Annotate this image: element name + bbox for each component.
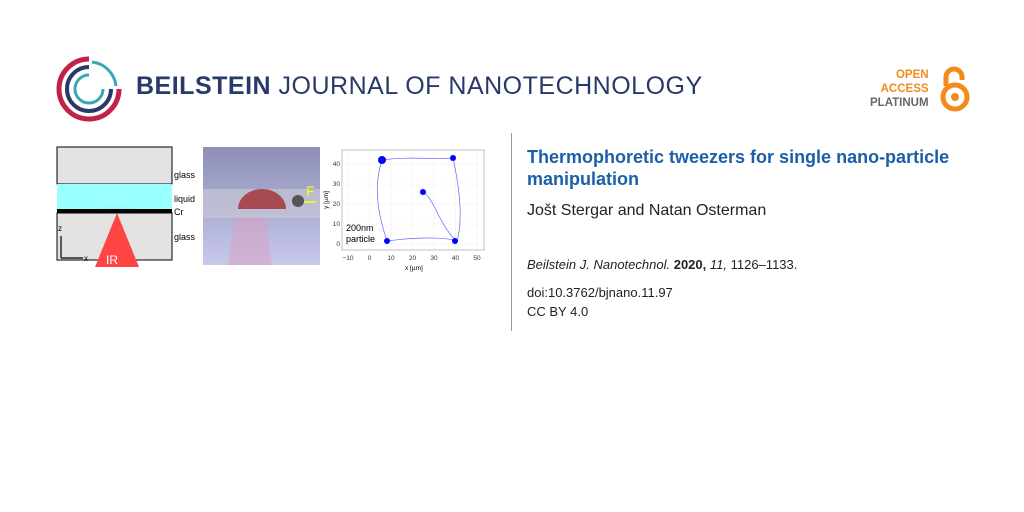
y-tick-label: 0 (336, 241, 340, 248)
cr-layer (57, 209, 172, 213)
particle (292, 195, 304, 207)
schematic-panel: IR z x glass liquid Cr glass (56, 146, 196, 267)
render-panel: F (203, 147, 320, 265)
plot-annotation: 200nm (346, 223, 374, 233)
y-tick-label: 10 (333, 221, 341, 228)
x-tick-label: 10 (387, 255, 395, 262)
x-tick-label: 40 (452, 255, 460, 262)
liquid-label: liquid (174, 194, 195, 204)
glass-label: glass (174, 170, 196, 180)
x-tick-label: 50 (473, 255, 481, 262)
ir-beam (95, 213, 139, 267)
divider (511, 133, 512, 331)
article-authors: Jošt Stergar and Natan Osterman (527, 202, 767, 219)
x-tick-label: 0 (368, 255, 372, 262)
license: CC BY 4.0 (527, 304, 589, 319)
x-tick-label: −10 (342, 255, 353, 262)
open-lock-icon (940, 66, 970, 112)
axes-arrows-icon (60, 236, 83, 259)
x-tick-label: 20 (409, 255, 417, 262)
y-tick-label: 40 (333, 161, 341, 168)
plot-annotation: particle (346, 234, 375, 244)
cr-label: Cr (174, 207, 184, 217)
doi-link[interactable]: doi:10.3762/bjnano.11.97 (527, 285, 673, 300)
year: 2020, (673, 257, 707, 272)
trap-clusters (378, 155, 458, 244)
journal-name: BEILSTEIN JOURNAL OF NANOTECHNOLOGY (136, 72, 703, 100)
top-glass-layer (56, 146, 173, 185)
journal-logo (56, 56, 122, 122)
glass-label: glass (174, 232, 196, 242)
force-label: F (306, 183, 315, 199)
pages: 1126–1133. (730, 257, 798, 272)
x-tick-label: 30 (430, 255, 438, 262)
journal-abbr: Beilstein J. Nanotechnol. (527, 257, 671, 272)
access-label: ACCESS (880, 83, 929, 95)
article-title[interactable]: Thermophoretic tweezers for single nano-… (527, 147, 950, 189)
open-label: OPEN (895, 69, 929, 81)
volume: 11, (709, 257, 727, 272)
x-axis-label: x (84, 254, 88, 263)
plot-xlabel: x [µm] (405, 265, 423, 272)
graphical-abstract: IR z x glass liquid Cr glass F −10 0 10 20 3… (56, 146, 485, 272)
ir-label: IR (106, 253, 118, 267)
open-access-badge: OPEN ACCESS PLATINUM (870, 68, 929, 110)
heated-droplet (238, 189, 286, 209)
platinum-label: PLATINUM (870, 97, 929, 109)
plot-ylabel: y [µm] (323, 191, 330, 209)
beam-cone (228, 218, 272, 265)
z-axis-label: z (58, 224, 62, 233)
y-tick-label: 20 (333, 201, 341, 208)
y-tick-label: 30 (333, 181, 341, 188)
citation: Beilstein J. Nanotechnol. 2020, 11, 1126… (527, 257, 797, 272)
